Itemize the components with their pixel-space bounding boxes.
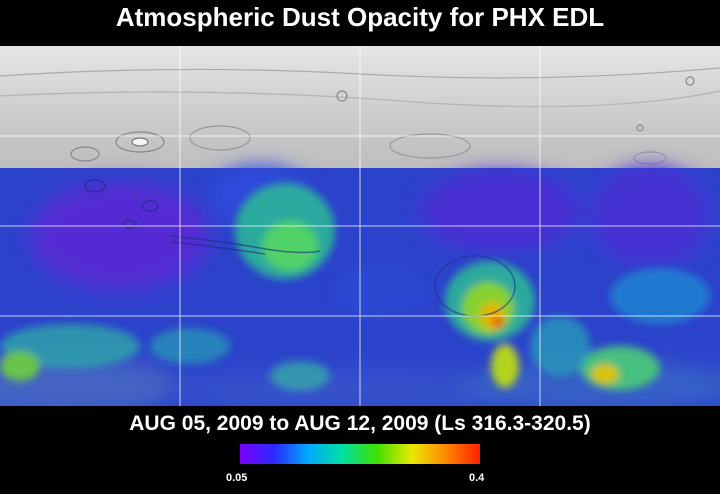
date-range-label: AUG 05, 2009 to AUG 12, 2009 (Ls 316.3-3… [129,412,591,435]
map-svg [0,46,720,406]
colorbar-max-label: 0.4 [469,472,485,484]
map-title: Atmospheric Dust Opacity for PHX EDL [115,2,605,32]
colorbar-min-label: 0.05 [226,472,248,484]
terrain-features [0,67,720,165]
colorbar-gradient [240,444,480,464]
colorbar-svg [240,444,480,464]
graticule-grid [0,46,720,406]
colorbar [240,444,480,464]
dust-opacity-map [0,46,720,406]
